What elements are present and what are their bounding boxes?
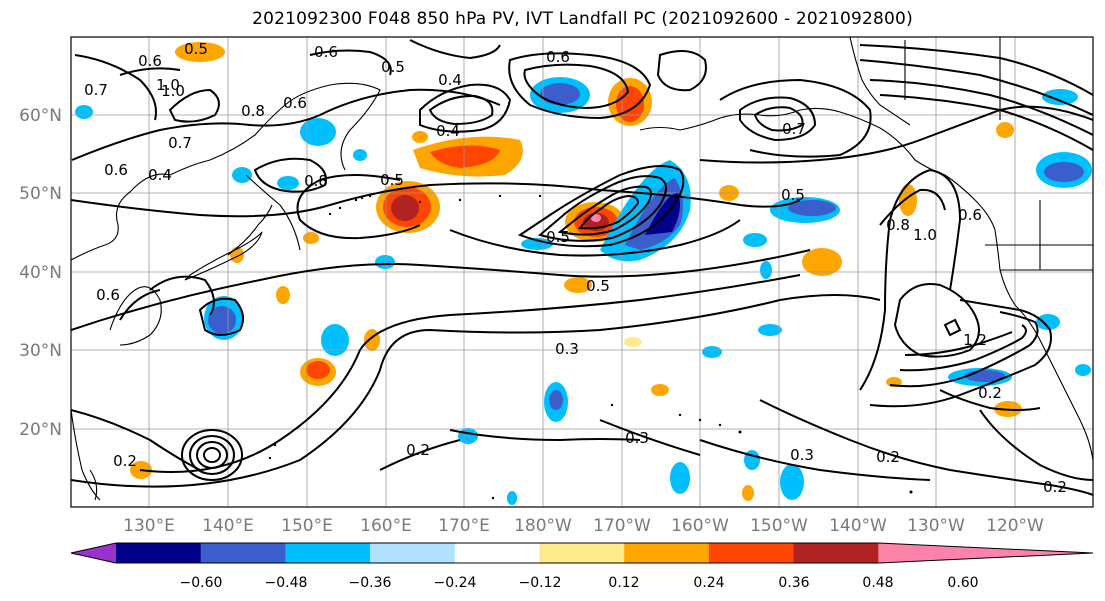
- lat-label-40n: 40°N: [19, 263, 62, 283]
- colorbar-swatch: [370, 543, 456, 563]
- colorbar-extend-low: [71, 543, 117, 563]
- contour-label: 1.0: [161, 82, 185, 100]
- contour-label: 0.5: [381, 58, 405, 76]
- contour-label: 0.8: [241, 102, 265, 120]
- colorbar-tick: −0.36: [349, 575, 392, 591]
- contour-label: 0.2: [978, 384, 1002, 402]
- contour-label: 0.2: [1043, 478, 1067, 496]
- colorbar-tick: 0.12: [608, 575, 639, 591]
- lon-label-150e: 150°E: [281, 516, 333, 536]
- contour-label: 0.8: [304, 172, 328, 190]
- contour-label: 0.2: [876, 448, 900, 466]
- contour-label: 1.0: [913, 226, 937, 244]
- contour-label: 0.6: [546, 48, 570, 66]
- contour-label: 0.6: [314, 43, 338, 61]
- colorbar-swatches: [70, 542, 1094, 564]
- colorbar-tick: −0.12: [519, 575, 562, 591]
- contour-label: 0.8: [886, 216, 910, 234]
- contour-label: 0.7: [168, 134, 192, 152]
- contour-label: 0.6: [283, 94, 307, 112]
- colorbar-swatch: [285, 543, 371, 563]
- contour-label: 0.2: [113, 452, 137, 470]
- colorbar-tick: 0.60: [947, 575, 978, 591]
- contour-label: 0.6: [104, 161, 128, 179]
- lon-label-160w: 160°W: [671, 516, 729, 536]
- contour-label: 0.3: [555, 340, 579, 358]
- contour-label: 0.2: [406, 441, 430, 459]
- contour-label: 1.0: [156, 76, 180, 94]
- colorbar-tick: −0.60: [180, 575, 223, 591]
- lat-label-50n: 50°N: [19, 184, 62, 204]
- lat-label-60n: 60°N: [19, 106, 62, 126]
- contour-label: 0.5: [380, 171, 404, 189]
- colorbar-tick: 0.24: [693, 575, 724, 591]
- contour-label: 0.7: [84, 81, 108, 99]
- lon-label-130w: 130°W: [907, 516, 965, 536]
- colorbar-swatch: [116, 543, 202, 563]
- contour-label: 0.4: [148, 166, 172, 184]
- contour-label: 0.7: [782, 120, 806, 138]
- lon-label-170w: 170°W: [593, 516, 651, 536]
- map-border: [70, 36, 1094, 508]
- contour-label: 0.5: [184, 40, 208, 58]
- contour-label: 0.3: [790, 446, 814, 464]
- colorbar-swatch: [454, 543, 541, 563]
- coastlines: [71, 37, 1093, 501]
- colorbar: −0.60 −0.48 −0.36 −0.24 −0.12 0.12 0.24 …: [70, 542, 1094, 591]
- colorbar-tick: −0.48: [265, 575, 308, 591]
- lon-tick-labels: 130°E 140°E 150°E 160°E 170°E 180°W 170°…: [123, 516, 1044, 536]
- lat-tick-labels: 60°N 50°N 40°N 30°N 20°N: [19, 106, 62, 440]
- lon-label-120w: 120°W: [986, 516, 1044, 536]
- contour-label: 1.2: [963, 331, 987, 349]
- map-title: 2021092300 F048 850 hPa PV, IVT Landfall…: [252, 9, 913, 29]
- ivt-contours: [71, 39, 1093, 496]
- contour-label: 0.5: [546, 228, 570, 246]
- lon-label-150w: 150°W: [750, 516, 808, 536]
- contour-label: 0.5: [586, 277, 610, 295]
- lat-label-20n: 20°N: [19, 420, 62, 440]
- contour-labels: 0.50.60.70.40.50.60.80.61.00.50.60.61.00…: [84, 40, 1067, 496]
- lon-label-170e: 170°E: [438, 516, 490, 536]
- colorbar-tick: 0.36: [778, 575, 809, 591]
- lon-label-160e: 160°E: [360, 516, 412, 536]
- colorbar-swatch: [624, 543, 710, 563]
- contour-label: 0.6: [96, 286, 120, 304]
- colorbar-tick: −0.24: [434, 575, 477, 591]
- contour-label: 0.4: [436, 122, 460, 140]
- lon-label-140e: 140°E: [202, 516, 254, 536]
- lon-label-130e: 130°E: [123, 516, 175, 536]
- colorbar-swatch: [539, 543, 625, 563]
- colorbar-swatch: [200, 543, 286, 563]
- contour-label: 0.3: [625, 429, 649, 447]
- colorbar-tick: 0.48: [862, 575, 893, 591]
- contour-label: 0.6: [138, 52, 162, 70]
- lon-label-180w: 180°W: [514, 516, 572, 536]
- contour-label: 0.5: [781, 186, 805, 204]
- lon-label-140w: 140°W: [829, 516, 887, 536]
- lat-label-30n: 30°N: [19, 341, 62, 361]
- colorbar-swatch: [793, 543, 879, 563]
- pv-shading: [75, 42, 1092, 505]
- colorbar-tick-labels: −0.60 −0.48 −0.36 −0.24 −0.12 0.12 0.24 …: [180, 575, 979, 591]
- colorbar-extend-high: [878, 543, 1093, 563]
- colorbar-outline: [70, 542, 1094, 564]
- contour-label: 0.4: [438, 71, 462, 89]
- contour-label: 0.6: [958, 206, 982, 224]
- colorbar-swatch: [708, 543, 795, 563]
